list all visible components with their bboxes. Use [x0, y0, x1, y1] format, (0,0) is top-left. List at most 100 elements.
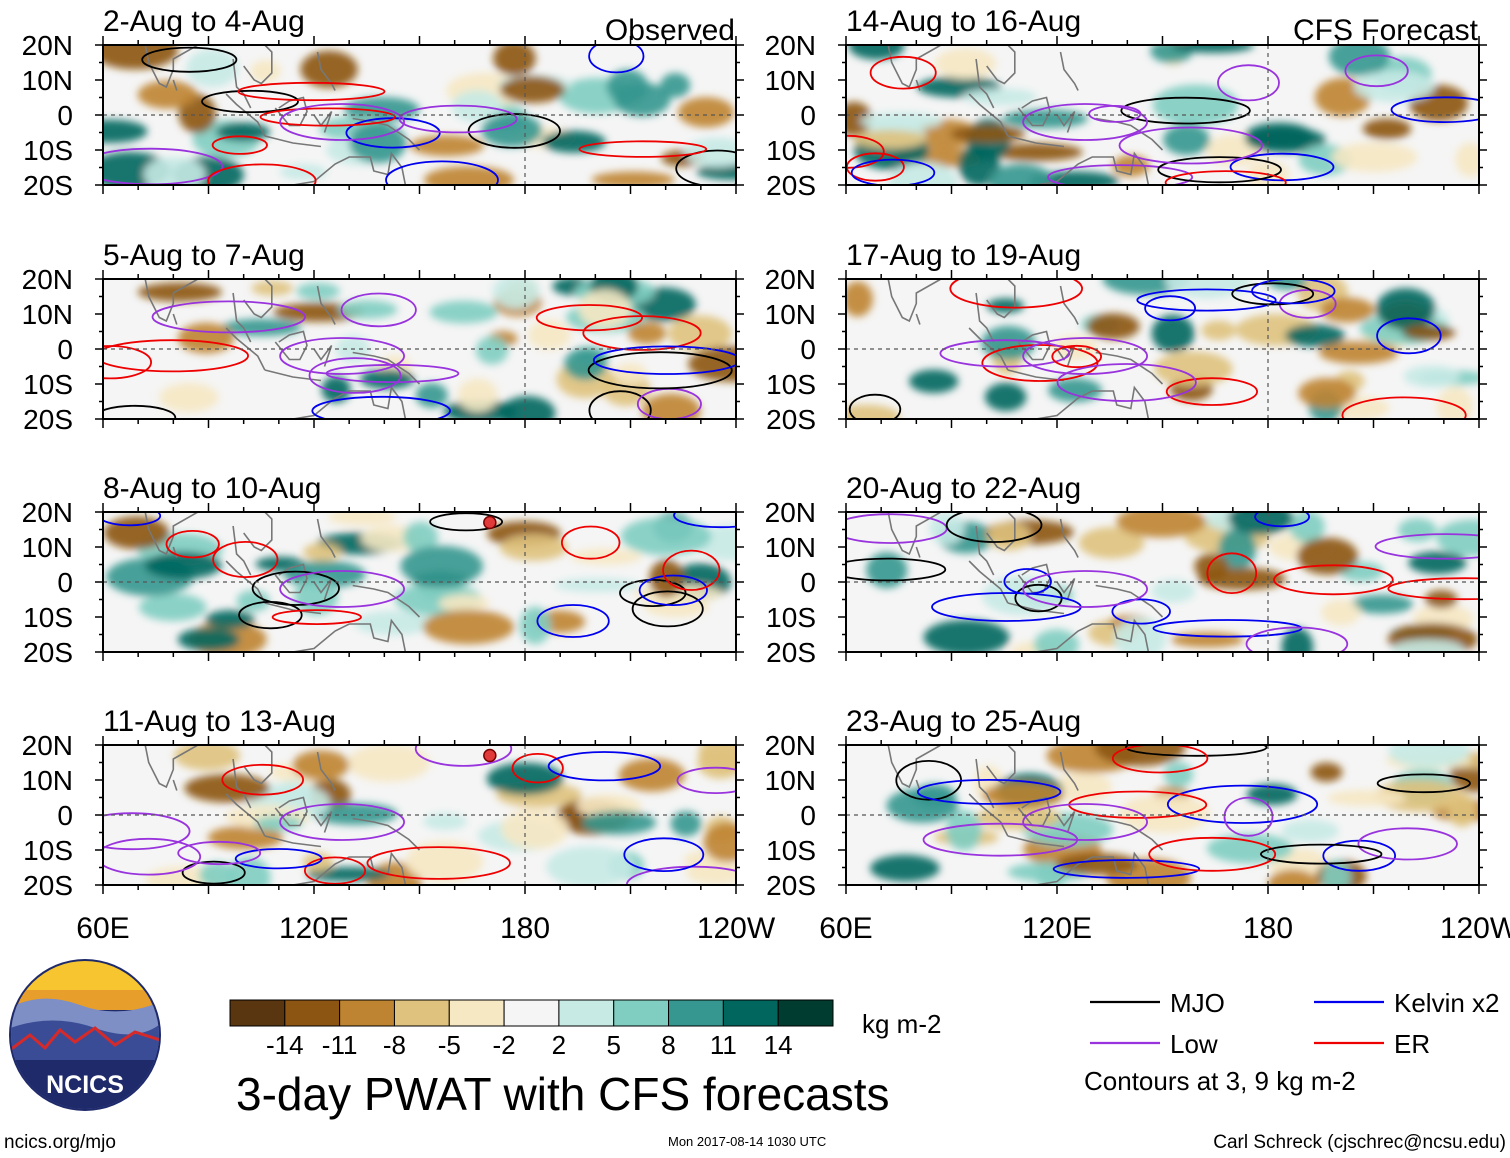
coastline: [986, 45, 1016, 85]
y-tick-label: 10N: [765, 65, 816, 96]
anomaly-blob: [1331, 142, 1418, 173]
x-tick-label: 120E: [279, 912, 349, 945]
coastline: [274, 563, 308, 594]
y-tick-label: 20S: [23, 404, 73, 435]
wave-contour: [1166, 784, 1319, 824]
colorbar-tick-label: -5: [438, 1030, 461, 1060]
anomaly-blob: [1350, 594, 1414, 614]
wave-contour: [1223, 796, 1274, 837]
wave-contour: [414, 745, 513, 767]
anomaly-blob: [327, 512, 397, 526]
anomaly-blob: [144, 551, 222, 580]
wave-contour: [1217, 64, 1280, 102]
anomaly-blob: [935, 48, 997, 79]
column-label: CFS Forecast: [1293, 14, 1479, 47]
anomaly-blob: [499, 76, 566, 103]
anomaly-blob: [422, 812, 468, 831]
wave-contour: [103, 345, 152, 380]
low-contour: [279, 803, 406, 841]
wave-contour: [165, 530, 220, 559]
anomaly-blob: [137, 282, 222, 302]
anomaly-blob: [1403, 365, 1461, 388]
legend-label: MJO: [1170, 988, 1225, 1018]
wave-contour: [1120, 96, 1251, 125]
x-axes: 60E 120E 180 120W 60E 120E 180 120W: [76, 912, 1510, 945]
wave-contour: [340, 292, 417, 328]
anomaly-blob: [501, 808, 569, 849]
wave-contour: [673, 512, 736, 529]
wave-contour: [303, 856, 366, 885]
anomaly-blob: [1321, 860, 1351, 885]
anomaly-blob: [139, 593, 207, 622]
anomaly-blob: [618, 758, 686, 792]
chart-title: 3-day PWAT with CFS forecasts: [236, 1068, 890, 1120]
colorbar-segment: [558, 999, 615, 1027]
wave-contour: [308, 357, 402, 394]
colorbar-segment: [503, 999, 560, 1027]
anomaly-blob: [303, 542, 342, 562]
y-tick-label: 20N: [22, 264, 73, 295]
wave-contour: [103, 404, 177, 419]
anomaly-blob: [184, 774, 270, 803]
coastline: [264, 835, 322, 848]
coastline: [986, 279, 1016, 319]
wave-contour: [949, 279, 1083, 309]
column-label: Observed: [605, 14, 735, 47]
anomaly-blob: [321, 376, 351, 403]
coastline: [243, 745, 273, 785]
anomaly-blob: [1296, 537, 1358, 575]
coastline: [1056, 811, 1076, 833]
wave-contour: [1165, 377, 1259, 406]
wave-contours: [846, 512, 1479, 652]
anomaly-blob: [578, 289, 632, 329]
panel-title: 23-Aug to 25-Aug: [846, 705, 1081, 738]
anomaly-blob: [493, 45, 536, 76]
coastline: [1095, 351, 1164, 385]
wave-contour: [1273, 564, 1394, 596]
wave-contour: [1047, 164, 1194, 185]
anomaly-blob: [684, 137, 736, 168]
coastline: [144, 279, 199, 323]
anomaly-blob: [1152, 84, 1239, 126]
anomaly-blob: [846, 101, 873, 137]
wave-contour: [251, 570, 340, 606]
legend-note: Contours at 3, 9 kg m-2: [1084, 1066, 1356, 1096]
y-tick-label: 10S: [766, 369, 816, 400]
wave-contour: [1125, 745, 1268, 757]
wave-contour: [1111, 598, 1171, 625]
colorbar-segment: [448, 999, 505, 1027]
anomaly-blob: [1281, 819, 1339, 843]
wave-contour: [1376, 773, 1471, 794]
coastline: [1095, 117, 1164, 151]
wave-contour: [259, 107, 397, 127]
map-panel: 20N 10N 0 10S 20S 5-Aug to 7-Aug: [22, 239, 744, 435]
anomaly-blob: [1165, 279, 1251, 299]
coastline: [292, 618, 407, 652]
anomaly-blob: [1374, 779, 1464, 812]
panel-grid: 20N 10N 0 10S 20S 2-Aug to 4-Aug Observed 20N 10…: [22, 5, 1487, 901]
wave-contour: [592, 345, 736, 375]
wave-contour: [846, 557, 947, 582]
pwat-anomaly-field: [870, 745, 1479, 885]
anomaly-blob: [457, 378, 498, 412]
anomaly-blob: [137, 80, 198, 109]
coastlines: [144, 279, 421, 419]
anomaly-blob: [1391, 639, 1465, 652]
anomaly-blob: [312, 803, 398, 825]
coastlines: [887, 45, 1164, 185]
anomaly-blob: [423, 166, 514, 185]
coastline: [352, 584, 421, 618]
x-tick-label: 120W: [697, 912, 776, 945]
anomaly-blob: [199, 861, 236, 885]
coastline: [1007, 602, 1065, 615]
y-tick-label: 20N: [22, 497, 73, 528]
anomaly-blob: [1154, 351, 1233, 387]
anomaly-blob: [1388, 745, 1470, 768]
wave-contour: [623, 837, 705, 872]
coastline: [887, 279, 942, 323]
anomaly-blob: [1321, 599, 1361, 626]
coastline: [1017, 96, 1051, 127]
wave-contour: [588, 390, 652, 419]
wave-contour: [561, 525, 621, 560]
anomaly-blob: [1151, 314, 1195, 353]
